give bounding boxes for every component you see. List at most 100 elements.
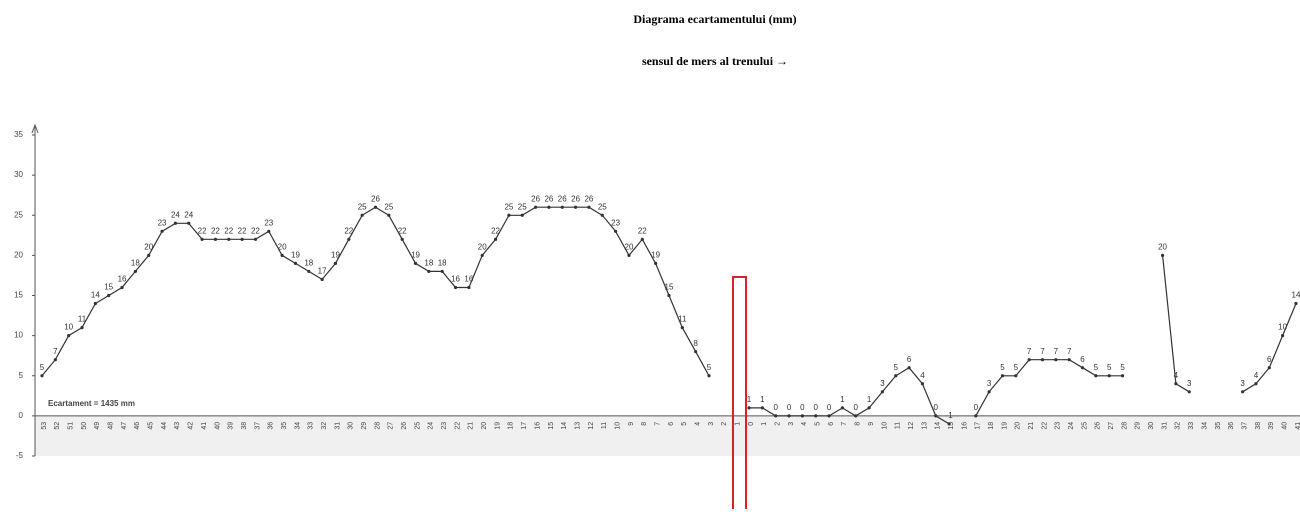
value-label: 20	[278, 242, 287, 251]
x-tick-label: 29	[361, 422, 368, 430]
value-label: 0	[800, 403, 805, 412]
value-label: 0	[974, 403, 979, 412]
x-tick-label: 12	[908, 422, 915, 430]
point	[880, 390, 885, 394]
value-label: 22	[238, 226, 247, 235]
value-label: 3	[987, 379, 992, 388]
x-tick-label: 8	[641, 422, 648, 426]
x-tick-label: 42	[188, 422, 195, 430]
x-tick-label: 2	[721, 422, 728, 426]
x-tick-label: 39	[228, 422, 235, 430]
value-label: 7	[53, 347, 58, 356]
value-label: 15	[104, 283, 113, 292]
x-tick-label: 36	[268, 422, 275, 430]
point	[1281, 334, 1285, 338]
point	[867, 406, 871, 410]
point	[1080, 366, 1085, 370]
value-label: 4	[1254, 371, 1259, 380]
x-tick-label: 21	[1028, 422, 1035, 430]
value-label: 19	[651, 251, 660, 260]
x-tick-label: 7	[654, 422, 661, 426]
point	[347, 237, 351, 241]
point	[1254, 382, 1258, 386]
x-tick-label: 45	[148, 422, 155, 430]
x-tick-label: 41	[201, 422, 208, 430]
value-label: 22	[251, 226, 260, 235]
value-label: 19	[331, 251, 340, 260]
point	[253, 237, 258, 241]
x-tick-label: 27	[1108, 422, 1115, 430]
x-tick-label: 49	[94, 422, 101, 430]
x-tick-label: 35	[1215, 422, 1222, 430]
value-label: 23	[264, 218, 273, 227]
x-tick-label: 5	[815, 422, 822, 426]
value-label: 7	[1040, 347, 1045, 356]
value-label: 16	[451, 275, 460, 284]
x-tick-label: 40	[1281, 422, 1288, 430]
value-label: 22	[344, 226, 353, 235]
point	[1014, 374, 1018, 378]
value-label: 7	[1027, 347, 1032, 356]
value-label: 5	[40, 363, 45, 372]
x-tick-label: 31	[334, 422, 341, 430]
value-label: 5	[1094, 363, 1099, 372]
y-tick-label: 15	[14, 291, 23, 300]
x-tick-label: 3	[788, 422, 795, 426]
point	[934, 414, 938, 418]
x-tick-label: 34	[294, 422, 301, 430]
point	[333, 261, 338, 265]
x-tick-label: 33	[308, 422, 315, 430]
value-label: 5	[1107, 363, 1112, 372]
x-tick-label: 28	[374, 422, 381, 430]
x-tick-label: 37	[1241, 422, 1248, 430]
point	[747, 406, 751, 410]
x-tick-label: 14	[561, 422, 568, 430]
x-tick-label: 20	[481, 422, 488, 430]
value-label: 0	[934, 403, 939, 412]
x-tick-label: 40	[214, 422, 221, 430]
x-tick-label: 33	[1188, 422, 1195, 430]
point	[53, 358, 57, 362]
x-tick-label: 27	[388, 422, 395, 430]
value-label: 24	[184, 210, 193, 219]
point	[640, 237, 644, 241]
value-label: 14	[91, 291, 100, 300]
x-tick-label: 38	[1255, 422, 1262, 430]
x-tick-label: 25	[1081, 422, 1088, 430]
x-tick-label: 52	[54, 422, 61, 430]
value-label: 23	[158, 218, 167, 227]
x-tick-label: 30	[348, 422, 355, 430]
x-tick-label: 10	[881, 422, 888, 430]
value-label: 6	[1267, 355, 1272, 364]
x-tick-label: 48	[108, 422, 115, 430]
x-tick-label: 20	[1015, 422, 1022, 430]
point	[1027, 358, 1031, 362]
y-tick-label: -5	[16, 451, 24, 460]
value-label: 0	[787, 403, 792, 412]
y-tick-label: 0	[19, 411, 24, 420]
point	[680, 326, 684, 330]
value-label: 6	[907, 355, 912, 364]
x-tick-label: 9	[628, 422, 635, 426]
point	[974, 414, 978, 418]
value-label: 3	[1240, 379, 1245, 388]
point	[293, 261, 298, 265]
point	[1294, 301, 1298, 306]
x-tick-label: 1	[735, 422, 742, 426]
point	[800, 414, 804, 418]
x-tick-label: 19	[494, 422, 501, 430]
x-tick-label: 31	[1161, 422, 1168, 430]
point	[1160, 253, 1165, 257]
point	[614, 229, 618, 233]
value-label: 16	[118, 275, 127, 284]
point	[133, 269, 137, 274]
point	[1107, 374, 1111, 378]
value-label: 5	[1014, 363, 1019, 372]
value-label: 5	[894, 363, 899, 372]
x-tick-label: 23	[441, 422, 448, 430]
value-label: 22	[224, 226, 233, 235]
value-label: 3	[1187, 379, 1192, 388]
point	[200, 237, 204, 241]
point	[1187, 390, 1191, 394]
x-tick-label: 39	[1268, 422, 1275, 430]
